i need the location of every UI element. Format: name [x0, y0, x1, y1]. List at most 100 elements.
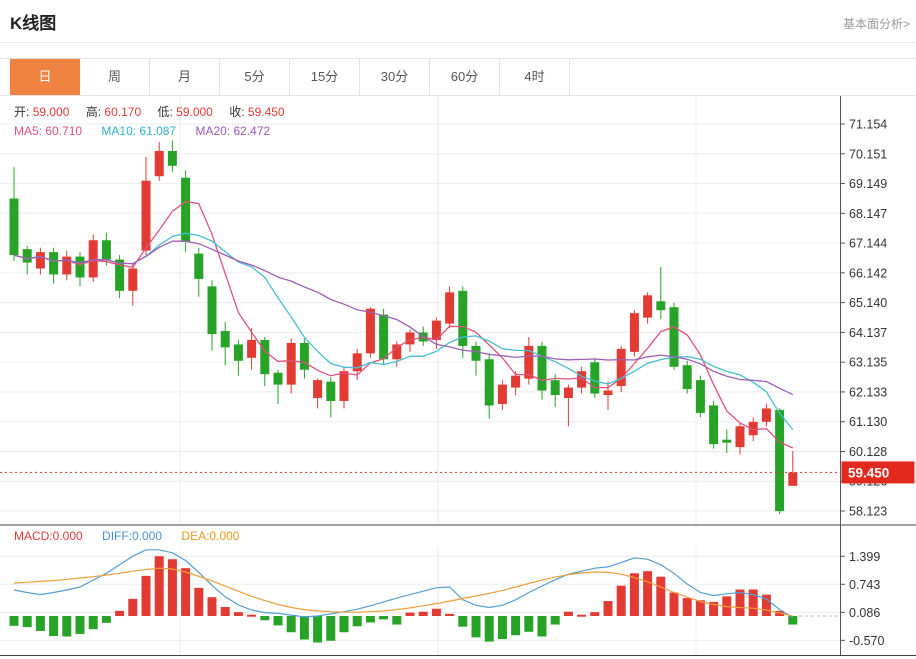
- candle-body: [49, 252, 59, 275]
- price-axis-label: 67.144: [849, 237, 887, 251]
- candle-body: [669, 307, 679, 367]
- macd-bar: [603, 601, 613, 616]
- macd-bar: [115, 610, 125, 616]
- macd-axis-label: -0.570: [849, 634, 884, 648]
- macd-bar: [695, 600, 705, 616]
- dea-line: [13, 567, 793, 617]
- candle-body: [154, 150, 164, 177]
- tab-period-2[interactable]: 月: [150, 59, 220, 95]
- candle-body: [101, 240, 111, 260]
- candle-body: [577, 371, 587, 388]
- page-title: K线图: [10, 14, 57, 33]
- candle-body: [722, 439, 732, 443]
- fundamental-analysis-link[interactable]: 基本面分析>: [842, 17, 910, 31]
- tab-period-0[interactable]: 日: [10, 59, 80, 95]
- candle-body: [128, 268, 138, 291]
- macd-bar: [405, 612, 415, 616]
- candle-body: [445, 292, 455, 324]
- macd-bar: [682, 598, 692, 616]
- macd-bar: [352, 616, 362, 627]
- candle-body: [643, 295, 653, 318]
- candle-body: [761, 408, 771, 422]
- macd-bar: [101, 616, 111, 623]
- macd-bar: [88, 616, 98, 630]
- candle-body: [194, 253, 204, 279]
- candle-body: [405, 332, 415, 345]
- macd-bar: [761, 594, 771, 616]
- price-axis-label: 69.149: [849, 177, 887, 191]
- candle-body: [682, 365, 692, 390]
- candle-body: [167, 150, 177, 166]
- macd-bar: [497, 616, 507, 640]
- candle-body: [273, 372, 283, 385]
- macd-bar: [62, 616, 72, 637]
- macd-bar: [35, 616, 45, 631]
- macd-bar: [616, 585, 626, 616]
- candle-body: [181, 177, 191, 242]
- tab-period-3[interactable]: 5分: [220, 59, 290, 95]
- price-axis-label: 68.147: [849, 207, 887, 221]
- macd-bar: [339, 616, 349, 633]
- candle-body: [352, 353, 362, 372]
- candle-body: [115, 259, 125, 291]
- macd-bar: [9, 616, 19, 626]
- candle-body: [603, 390, 613, 396]
- macd-axis-label: 1.399: [849, 550, 880, 564]
- tab-period-1[interactable]: 周: [80, 59, 150, 95]
- candle-body: [458, 290, 468, 346]
- price-axis-label: 62.133: [849, 385, 887, 399]
- candle-body: [286, 342, 296, 385]
- candle-body: [392, 344, 402, 360]
- candle-body: [141, 180, 151, 251]
- candle-body: [365, 308, 375, 354]
- macd-bar: [709, 601, 719, 616]
- macd-bar: [537, 616, 547, 637]
- tab-period-7[interactable]: 4时: [500, 59, 570, 95]
- candle-body: [788, 472, 798, 486]
- macd-axis-label: 0.086: [849, 606, 880, 620]
- candle-body: [299, 342, 309, 370]
- header: K线图 基本面分析>: [0, 0, 916, 43]
- tab-period-4[interactable]: 15分: [290, 59, 360, 95]
- candle-body: [695, 380, 705, 413]
- current-price-badge: [841, 461, 915, 484]
- candle-body: [247, 339, 257, 358]
- macd-bar: [233, 612, 243, 616]
- period-tab-bar: 日周月 5分 15分 30分 60分 4时: [0, 58, 916, 96]
- price-axis-label: 70.151: [849, 147, 887, 161]
- macd-bar: [524, 616, 534, 632]
- macd-bar: [194, 587, 204, 616]
- macd-bar: [418, 611, 428, 616]
- macd-bar: [471, 616, 481, 638]
- macd-bar: [207, 597, 217, 616]
- candle-body: [62, 256, 72, 275]
- ma20-line: [13, 240, 794, 396]
- candle-body: [550, 380, 560, 396]
- ma5-line: [13, 200, 794, 449]
- candle-body: [35, 252, 45, 269]
- macd-bar: [181, 568, 191, 616]
- macd-bar: [22, 616, 32, 628]
- macd-bar: [247, 614, 257, 617]
- candle-body: [339, 371, 349, 401]
- candle-body: [511, 375, 521, 388]
- candle-body: [709, 405, 719, 445]
- macd-axis-label: 0.743: [849, 578, 880, 592]
- candle-body: [748, 421, 758, 436]
- macd-bar: [141, 575, 151, 616]
- macd-bar: [643, 571, 653, 616]
- macd-bar: [154, 556, 164, 616]
- candle-body: [431, 320, 441, 340]
- candle-body: [260, 339, 270, 375]
- tab-period-5[interactable]: 30分: [360, 59, 430, 95]
- candle-body: [590, 362, 600, 394]
- macd-bar: [735, 589, 745, 616]
- candle-body: [563, 387, 573, 399]
- macd-bar: [788, 616, 798, 625]
- macd-bar: [75, 616, 85, 634]
- price-axis-label: 61.130: [849, 415, 887, 429]
- price-axis-label: 63.135: [849, 356, 887, 370]
- tab-period-6[interactable]: 60分: [430, 59, 500, 95]
- price-axis-label: 65.140: [849, 296, 887, 310]
